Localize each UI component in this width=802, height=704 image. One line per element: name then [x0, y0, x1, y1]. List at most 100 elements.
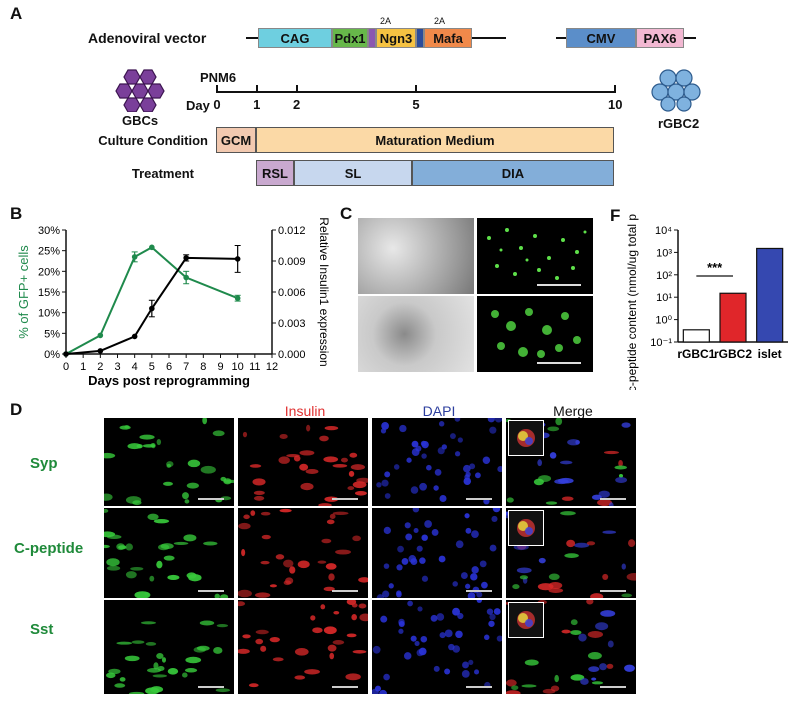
fluorescent-cell — [467, 592, 476, 598]
fluorescent-cell — [200, 465, 216, 474]
tag-2a-2: 2A — [434, 16, 446, 26]
segment-pdx1: Pdx1 — [332, 28, 368, 48]
fluorescent-cell — [134, 591, 151, 598]
fluorescent-cell — [261, 534, 271, 540]
fluorescent-cell — [489, 613, 496, 621]
series-line-2 — [65, 256, 238, 355]
fluorescent-cell — [405, 533, 413, 541]
bar-rgbc1 — [682, 329, 710, 343]
fluorescent-cell — [372, 688, 379, 694]
fluorescent-cell — [410, 558, 418, 566]
fluorescent-cell — [318, 503, 332, 506]
fluorescent-cell — [146, 668, 162, 673]
fluorescent-cell — [519, 575, 529, 580]
fluorescent-cell — [382, 590, 390, 598]
fluorescent-cell — [419, 482, 427, 491]
gfp-fluorescence-image-top — [477, 218, 593, 294]
panel-a-letter: A — [10, 4, 23, 23]
y-tick-label: 10% — [38, 308, 60, 320]
fluorescent-cell — [414, 640, 420, 647]
fluorescent-cell — [349, 452, 358, 458]
x-tick-label: rGBC2 — [714, 347, 752, 361]
panel-b-letter: B — [10, 204, 23, 223]
scale-bar — [332, 686, 358, 688]
fluorescent-cell — [393, 464, 400, 470]
fluorescent-cell — [588, 666, 600, 672]
gbcs-cells-icon — [115, 69, 165, 112]
fluorescent-cell — [253, 495, 265, 501]
fluorescent-cell — [212, 430, 225, 437]
fluorescent-cell — [255, 629, 269, 635]
fluorescent-cell — [351, 614, 357, 621]
y-tick-label: 25% — [38, 246, 60, 258]
micrograph-r2-c4 — [506, 508, 636, 598]
fluorescent-cell — [621, 593, 633, 598]
fluorescent-cell — [618, 473, 624, 478]
fluorescent-cell — [545, 501, 558, 505]
fluorescent-cell — [329, 652, 335, 660]
fluorescent-cell — [156, 560, 163, 569]
fluorescent-cell — [599, 663, 607, 671]
series-point-1 — [97, 332, 104, 339]
scale-bar — [198, 590, 224, 592]
fluorescent-cell — [561, 629, 571, 634]
timeline-day-label: 5 — [412, 97, 420, 112]
scale-bar — [537, 362, 581, 364]
fluorescent-cell — [455, 540, 464, 549]
fluorescent-cell — [249, 464, 262, 468]
fluorescent-cell — [506, 690, 521, 694]
fluorescent-cell — [549, 452, 557, 459]
x-tick-label: rGBC1 — [677, 347, 715, 361]
fluorescent-cell — [125, 571, 137, 579]
gcm-bar: GCM — [216, 127, 256, 153]
x-tick-label: 4 — [132, 361, 138, 373]
micrograph-r2-c1 — [104, 508, 234, 598]
fluorescent-cell — [167, 667, 179, 675]
fluorescent-cell — [621, 422, 631, 428]
fluorescent-cell — [145, 642, 157, 646]
x-tick-label: 2 — [97, 361, 103, 373]
micrograph-signal — [242, 424, 368, 506]
pnm6-label: PNM6 — [200, 70, 237, 85]
fluorescent-cell — [437, 447, 445, 455]
fluorescent-cell — [220, 594, 229, 598]
micrograph-r3-c2 — [238, 600, 368, 694]
fluorescent-cell — [130, 566, 144, 571]
fluorescent-cell — [410, 486, 419, 494]
fluorescent-cell — [481, 581, 488, 589]
fluorescent-cell — [104, 508, 109, 513]
micrograph-signal — [376, 508, 501, 598]
fluorescent-cell — [457, 437, 463, 443]
fluorescent-cell — [161, 657, 167, 663]
segment-pax6: PAX6 — [636, 28, 684, 48]
fluorescent-cell — [606, 663, 614, 669]
fluorescent-cell — [379, 689, 387, 694]
fluorescent-cell — [106, 565, 121, 571]
fluorescent-cell — [242, 634, 251, 639]
fluorescent-cell — [600, 610, 616, 617]
y2-tick-label: 0.012 — [278, 225, 306, 237]
fluorescent-cell — [238, 601, 246, 607]
fluorescent-cell — [476, 591, 483, 598]
fluorescent-cell — [564, 553, 579, 558]
scale-bar — [332, 590, 358, 592]
col-header-insulin: Insulin — [284, 403, 326, 419]
x-tick-label: 12 — [266, 361, 278, 373]
series-point-1 — [149, 244, 155, 251]
fluorescent-cell — [348, 470, 355, 477]
fluorescent-cell — [150, 443, 156, 448]
brightfield-image-top — [358, 218, 474, 294]
fluorescent-cell — [297, 560, 310, 569]
fluorescent-cell — [547, 426, 560, 432]
x-tick-label: 10 — [232, 361, 244, 373]
fluorescent-cell — [329, 513, 336, 519]
fluorescent-cell — [560, 511, 576, 516]
treatment-label: Treatment — [131, 166, 194, 181]
fluorescent-cell — [420, 440, 427, 447]
fluorescent-cell — [238, 648, 250, 654]
y-axis-label: c-peptide content (nmol/ug total protein… — [625, 214, 639, 390]
fluorescent-cell — [306, 424, 311, 432]
fluorescent-cell — [285, 577, 294, 585]
fluorescent-cell — [463, 464, 471, 473]
fluorescent-cell — [104, 452, 116, 459]
